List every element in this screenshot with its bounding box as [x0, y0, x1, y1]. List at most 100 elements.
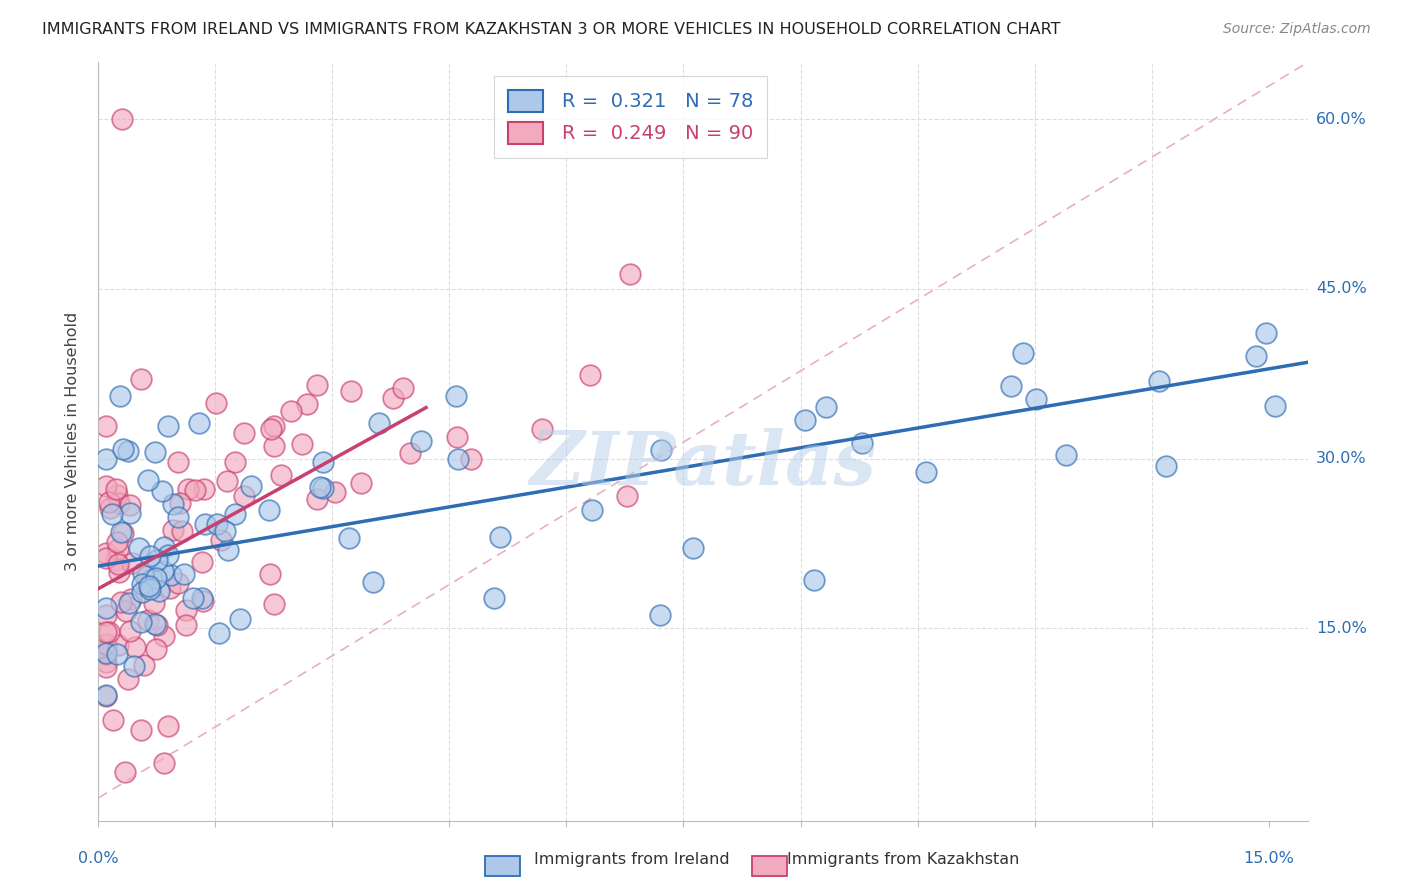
Point [96, 550, 118, 565]
Point [460, 452, 482, 467]
Point [224, 507, 246, 521]
Text: Source: ZipAtlas.com: Source: ZipAtlas.com [1223, 22, 1371, 37]
Point [141, 572, 163, 586]
Point [530, 422, 553, 436]
Point [136, 568, 159, 582]
Point [107, 534, 129, 549]
Text: 0.0%: 0.0% [79, 851, 118, 866]
Point [121, 556, 143, 570]
Point [1012, 345, 1035, 359]
Point [111, 442, 134, 457]
Point [152, 756, 174, 770]
Text: Immigrants from Ireland: Immigrants from Ireland [534, 852, 730, 867]
Point [96, 625, 118, 640]
Point [156, 418, 179, 433]
Point [682, 541, 704, 556]
Point [120, 506, 142, 520]
Point [110, 524, 132, 539]
Point [162, 497, 184, 511]
Point [263, 597, 285, 611]
Point [96, 647, 118, 661]
Point [194, 516, 217, 531]
Point [124, 640, 146, 654]
Point [96, 451, 118, 466]
Point [98, 501, 121, 516]
Point [323, 484, 346, 499]
Point [156, 548, 179, 562]
Point [143, 596, 166, 610]
Point [217, 542, 239, 557]
Point [177, 483, 200, 497]
Point [129, 372, 152, 386]
Point [392, 381, 415, 395]
Point [96, 478, 118, 492]
Point [488, 531, 510, 545]
Point [108, 389, 131, 403]
Point [207, 516, 229, 531]
Point [233, 489, 256, 503]
Text: ZIPatlas: ZIPatlas [530, 428, 876, 500]
Point [447, 451, 470, 466]
Point [187, 416, 209, 430]
Point [578, 368, 600, 383]
Point [229, 612, 252, 626]
Point [148, 583, 170, 598]
Point [105, 647, 128, 661]
Point [107, 542, 129, 557]
Point [96, 419, 118, 434]
Point [181, 591, 204, 605]
Point [184, 483, 207, 497]
Point [143, 444, 166, 458]
Point [444, 389, 467, 403]
Point [107, 638, 129, 652]
Point [135, 579, 157, 593]
Point [96, 690, 118, 704]
Point [619, 267, 641, 281]
Point [98, 495, 121, 509]
Point [96, 546, 118, 560]
Point [143, 617, 166, 632]
Point [107, 488, 129, 502]
Point [167, 509, 190, 524]
Point [159, 582, 181, 596]
Point [120, 624, 142, 638]
Point [152, 564, 174, 578]
Point [146, 553, 169, 567]
Point [581, 502, 603, 516]
Point [157, 719, 180, 733]
Point [108, 496, 131, 510]
Point [851, 436, 873, 450]
Point [139, 549, 162, 563]
Point [482, 591, 505, 605]
Point [114, 764, 136, 779]
Point [103, 713, 125, 727]
Point [131, 585, 153, 599]
Point [96, 607, 118, 622]
Point [159, 567, 181, 582]
Point [96, 646, 118, 660]
Point [1147, 374, 1170, 388]
Point [650, 607, 672, 622]
Point [108, 566, 131, 580]
Point [129, 615, 152, 630]
Point [224, 455, 246, 469]
Point [1254, 326, 1277, 341]
Point [309, 480, 332, 494]
Point [232, 426, 254, 441]
Point [305, 492, 328, 507]
Point [162, 524, 184, 538]
Point [96, 689, 118, 703]
Point [446, 430, 468, 444]
Text: 30.0%: 30.0% [1316, 451, 1367, 466]
Point [915, 465, 938, 479]
Point [1025, 392, 1047, 406]
Point [259, 566, 281, 581]
Point [118, 596, 141, 610]
Point [104, 553, 127, 567]
Point [297, 397, 319, 411]
Point [150, 484, 173, 499]
Point [173, 566, 195, 581]
Point [650, 443, 672, 458]
Point [138, 613, 160, 627]
Point [214, 524, 236, 539]
